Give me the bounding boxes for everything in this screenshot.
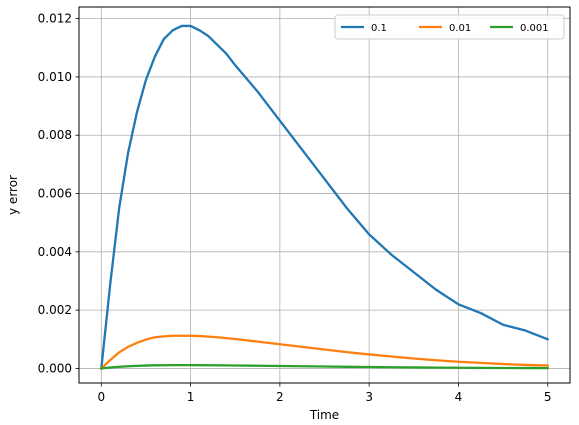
series-lines [99,24,550,371]
x-tick-label: 0 [97,390,105,404]
y-tick-label: 0.006 [38,187,72,201]
axes-frame [78,6,571,384]
y-tick-label: 0.002 [38,303,72,317]
x-tick-label: 1 [187,390,195,404]
x-tick-label: 3 [365,390,373,404]
y-tick-label: 0.000 [38,361,72,375]
x-tick-label: 2 [276,390,284,404]
y-tick-label: 0.004 [38,245,72,259]
legend-frame [334,14,565,40]
x-tick-label: 5 [544,390,552,404]
legend: 0.1 0.01 0.001 [334,14,565,40]
y-tick-label: 0.012 [38,12,72,26]
legend-label-0: 0.1 [371,23,387,34]
legend-label-2: 0.001 [520,23,549,34]
series-line-2 [100,364,549,370]
series-line-1 [99,334,549,371]
y-tick-label: 0.010 [38,70,72,84]
legend-label-1: 0.01 [449,23,471,34]
y-tick-label: 0.008 [38,128,72,142]
y-axis-label: y error [6,175,20,215]
x-axis-label: Time [309,408,339,422]
series-line-0 [100,24,550,370]
x-tick-label: 4 [455,390,463,404]
axis-ticks: 0 1 2 3 4 5 0.000 0.002 0.004 0.006 0.008 0.010 0.01… [38,12,552,404]
